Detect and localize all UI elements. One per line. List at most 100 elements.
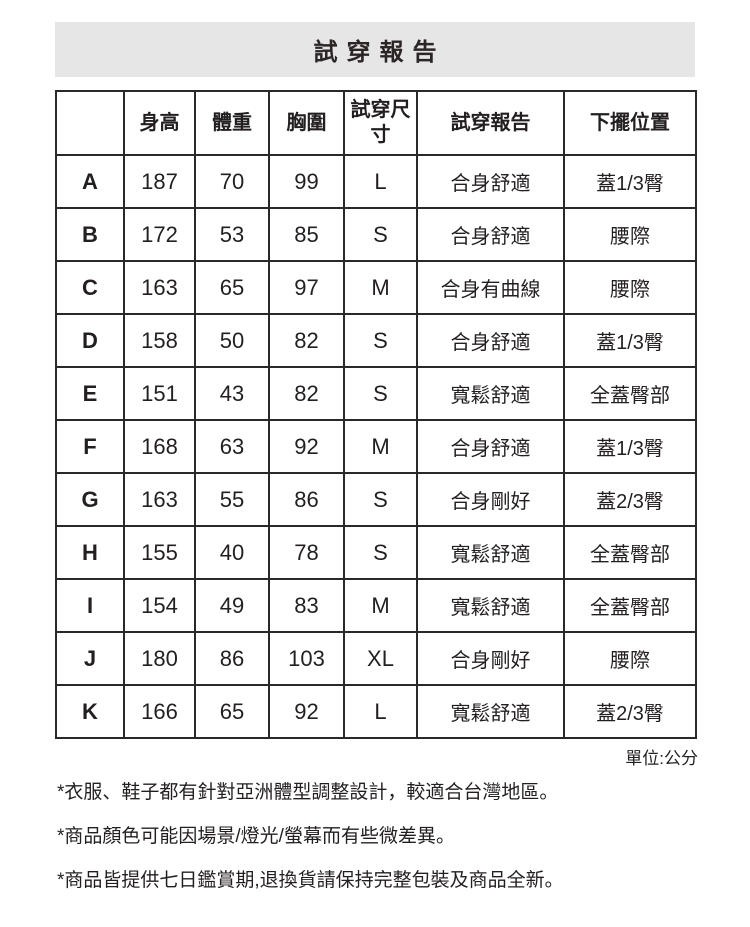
cell-chest: 85 bbox=[268, 207, 345, 262]
cell-report: 寬鬆舒適 bbox=[416, 525, 565, 580]
report-title-bar: 試穿報告 bbox=[55, 22, 695, 77]
header-cell-corner bbox=[55, 90, 125, 156]
row-label: C bbox=[55, 260, 125, 315]
cell-size: S bbox=[343, 207, 418, 262]
header-row: 身高 體重 胸圍 試穿尺寸 試穿報告 下擺位置 bbox=[55, 90, 697, 156]
table-row: A 187 70 99 L 合身舒適 蓋1/3臀 bbox=[55, 154, 697, 209]
cell-height: 166 bbox=[123, 684, 196, 739]
cell-hem: 全蓋臀部 bbox=[563, 578, 697, 633]
cell-report: 寬鬆舒適 bbox=[416, 684, 565, 739]
row-label: G bbox=[55, 472, 125, 527]
cell-height: 163 bbox=[123, 472, 196, 527]
cell-size: M bbox=[343, 578, 418, 633]
cell-hem: 全蓋臀部 bbox=[563, 366, 697, 421]
cell-weight: 55 bbox=[194, 472, 270, 527]
cell-report: 寬鬆舒適 bbox=[416, 366, 565, 421]
cell-chest: 86 bbox=[268, 472, 345, 527]
row-label: D bbox=[55, 313, 125, 368]
cell-hem: 腰際 bbox=[563, 631, 697, 686]
header-cell-height: 身高 bbox=[123, 90, 196, 156]
cell-chest: 78 bbox=[268, 525, 345, 580]
cell-chest: 103 bbox=[268, 631, 345, 686]
cell-size: S bbox=[343, 313, 418, 368]
cell-chest: 83 bbox=[268, 578, 345, 633]
header-cell-chest: 胸圍 bbox=[268, 90, 345, 156]
cell-report: 合身舒適 bbox=[416, 313, 565, 368]
cell-report: 合身舒適 bbox=[416, 207, 565, 262]
cell-weight: 86 bbox=[194, 631, 270, 686]
table-row: F 168 63 92 M 合身舒適 蓋1/3臀 bbox=[55, 419, 697, 474]
cell-weight: 63 bbox=[194, 419, 270, 474]
cell-weight: 43 bbox=[194, 366, 270, 421]
fitting-table: 身高 體重 胸圍 試穿尺寸 試穿報告 下擺位置 A 187 70 99 L 合身… bbox=[55, 90, 697, 739]
cell-hem: 蓋2/3臀 bbox=[563, 684, 697, 739]
cell-weight: 50 bbox=[194, 313, 270, 368]
cell-weight: 65 bbox=[194, 260, 270, 315]
table-row: D 158 50 82 S 合身舒適 蓋1/3臀 bbox=[55, 313, 697, 368]
cell-size: S bbox=[343, 472, 418, 527]
cell-size: XL bbox=[343, 631, 418, 686]
row-label: K bbox=[55, 684, 125, 739]
row-label: A bbox=[55, 154, 125, 209]
cell-weight: 65 bbox=[194, 684, 270, 739]
cell-height: 154 bbox=[123, 578, 196, 633]
cell-chest: 99 bbox=[268, 154, 345, 209]
cell-report: 合身剛好 bbox=[416, 472, 565, 527]
table-row: E 151 43 82 S 寬鬆舒適 全蓋臀部 bbox=[55, 366, 697, 421]
table-row: K 166 65 92 L 寬鬆舒適 蓋2/3臀 bbox=[55, 684, 697, 739]
cell-size: L bbox=[343, 154, 418, 209]
cell-weight: 49 bbox=[194, 578, 270, 633]
cell-hem: 腰際 bbox=[563, 207, 697, 262]
cell-report: 合身舒適 bbox=[416, 419, 565, 474]
cell-weight: 53 bbox=[194, 207, 270, 262]
cell-hem: 蓋1/3臀 bbox=[563, 419, 697, 474]
table-header: 身高 體重 胸圍 試穿尺寸 試穿報告 下擺位置 bbox=[55, 90, 697, 156]
cell-weight: 70 bbox=[194, 154, 270, 209]
header-cell-hem: 下擺位置 bbox=[563, 90, 697, 156]
fitting-report: 試穿報告 身高 體重 胸圍 試穿尺寸 試穿報告 下擺位置 A 187 70 bbox=[55, 0, 698, 892]
row-label: I bbox=[55, 578, 125, 633]
row-label: F bbox=[55, 419, 125, 474]
unit-label: 單位:公分 bbox=[625, 749, 698, 768]
cell-chest: 97 bbox=[268, 260, 345, 315]
cell-report: 合身有曲線 bbox=[416, 260, 565, 315]
cell-report: 合身舒適 bbox=[416, 154, 565, 209]
footnote-asia-fit: *衣服、鞋子都有針對亞洲體型調整設計，較適合台灣地區。 bbox=[57, 782, 559, 803]
row-label: E bbox=[55, 366, 125, 421]
table-row: I 154 49 83 M 寬鬆舒適 全蓋臀部 bbox=[55, 578, 697, 633]
header-cell-weight: 體重 bbox=[194, 90, 270, 156]
cell-hem: 蓋2/3臀 bbox=[563, 472, 697, 527]
header-cell-report: 試穿報告 bbox=[416, 90, 565, 156]
row-label: J bbox=[55, 631, 125, 686]
cell-height: 155 bbox=[123, 525, 196, 580]
row-label: H bbox=[55, 525, 125, 580]
table-row: G 163 55 86 S 合身剛好 蓋2/3臀 bbox=[55, 472, 697, 527]
cell-weight: 40 bbox=[194, 525, 270, 580]
cell-hem: 蓋1/3臀 bbox=[563, 313, 697, 368]
cell-size: M bbox=[343, 419, 418, 474]
cell-report: 合身剛好 bbox=[416, 631, 565, 686]
cell-size: L bbox=[343, 684, 418, 739]
cell-size: M bbox=[343, 260, 418, 315]
cell-hem: 蓋1/3臀 bbox=[563, 154, 697, 209]
cell-chest: 82 bbox=[268, 313, 345, 368]
cell-height: 163 bbox=[123, 260, 196, 315]
table-body: A 187 70 99 L 合身舒適 蓋1/3臀 B 172 53 85 S 合… bbox=[55, 154, 697, 739]
row-label: B bbox=[55, 207, 125, 262]
cell-height: 151 bbox=[123, 366, 196, 421]
cell-height: 168 bbox=[123, 419, 196, 474]
table-row: C 163 65 97 M 合身有曲線 腰際 bbox=[55, 260, 697, 315]
cell-size: S bbox=[343, 525, 418, 580]
header-cell-size: 試穿尺寸 bbox=[343, 90, 418, 156]
footnote-return-policy: *商品皆提供七日鑑賞期,退換貨請保持完整包裝及商品全新。 bbox=[57, 870, 564, 891]
footnotes: *衣服、鞋子都有針對亞洲體型調整設計，較適合台灣地區。 *商品顏色可能因場景/燈… bbox=[55, 782, 695, 892]
cell-height: 187 bbox=[123, 154, 196, 209]
footnote-color-difference: *商品顏色可能因場景/燈光/螢幕而有些微差異。 bbox=[57, 826, 455, 847]
table-row: J 180 86 103 XL 合身剛好 腰際 bbox=[55, 631, 697, 686]
cell-hem: 全蓋臀部 bbox=[563, 525, 697, 580]
cell-height: 172 bbox=[123, 207, 196, 262]
table-row: H 155 40 78 S 寬鬆舒適 全蓋臀部 bbox=[55, 525, 697, 580]
cell-height: 158 bbox=[123, 313, 196, 368]
cell-hem: 腰際 bbox=[563, 260, 697, 315]
